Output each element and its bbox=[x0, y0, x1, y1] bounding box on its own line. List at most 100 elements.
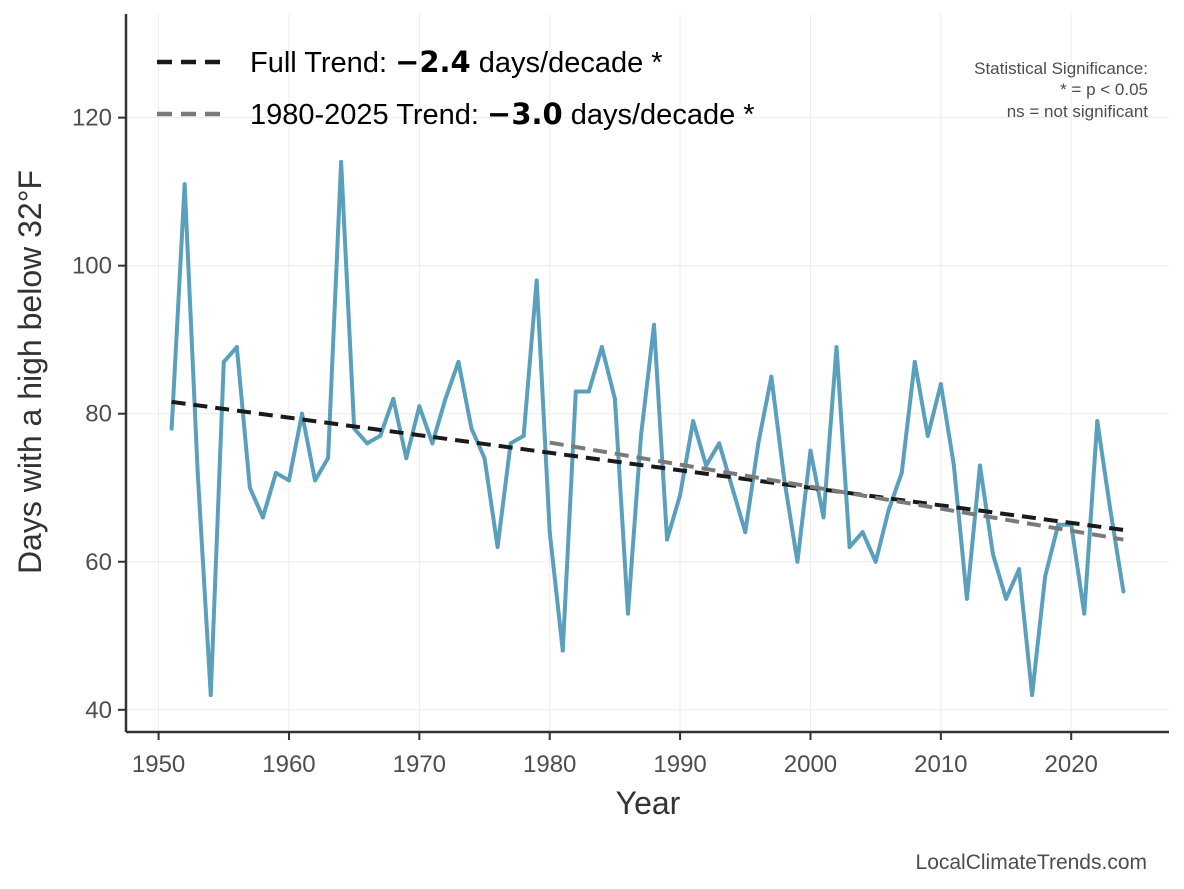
trend-lines bbox=[171, 399, 1124, 542]
data-point bbox=[247, 485, 252, 490]
data-point bbox=[573, 389, 578, 394]
data-point bbox=[326, 456, 331, 461]
legend-prefix: 1980-2025 Trend: bbox=[250, 99, 487, 131]
data-point bbox=[208, 692, 213, 697]
y-axis-title: Days with a high below 32°F bbox=[12, 170, 48, 574]
data-point bbox=[652, 322, 657, 327]
data-point bbox=[286, 478, 291, 483]
data-point bbox=[260, 515, 265, 520]
data-point bbox=[990, 552, 995, 557]
y-tick-label: 60 bbox=[85, 549, 112, 576]
data-point bbox=[599, 345, 604, 350]
data-point bbox=[482, 456, 487, 461]
data-point bbox=[234, 345, 239, 350]
data-point bbox=[534, 278, 539, 283]
data-point bbox=[638, 433, 643, 438]
data-point bbox=[938, 382, 943, 387]
significance-title: Statistical Significance: bbox=[974, 59, 1148, 78]
legend-suffix: days/decade * bbox=[563, 99, 755, 131]
series-line bbox=[169, 160, 1126, 697]
data-point bbox=[391, 396, 396, 401]
data-point bbox=[313, 478, 318, 483]
recent-trend-line bbox=[549, 440, 1124, 542]
data-point bbox=[430, 441, 435, 446]
data-point bbox=[443, 396, 448, 401]
data-point bbox=[508, 441, 513, 446]
data-point bbox=[808, 448, 813, 453]
data-point bbox=[769, 374, 774, 379]
data-point bbox=[521, 433, 526, 438]
x-tick-label: 1990 bbox=[653, 751, 706, 778]
y-tick-label: 120 bbox=[72, 105, 112, 132]
data-point bbox=[182, 182, 187, 187]
data-point bbox=[195, 470, 200, 475]
data-point bbox=[1056, 522, 1061, 527]
x-ticks: 1950 1960 1970 1980 1990 2000 2010 2020 bbox=[132, 732, 1098, 778]
data-point bbox=[404, 456, 409, 461]
data-point bbox=[456, 359, 461, 364]
axes bbox=[124, 14, 1169, 734]
legend-label-full-trend: Full Trend: −2.4 days/decade * bbox=[250, 45, 663, 79]
series-points bbox=[169, 160, 1126, 697]
significance-note: Statistical Significance: * = p < 0.05 n… bbox=[974, 59, 1148, 121]
x-tick-label: 1960 bbox=[262, 751, 315, 778]
legend-value: −2.4 bbox=[395, 45, 471, 79]
data-point bbox=[717, 441, 722, 446]
x-tick-label: 2000 bbox=[784, 751, 837, 778]
full-trend-line bbox=[171, 399, 1124, 532]
data-point bbox=[678, 493, 683, 498]
data-point bbox=[378, 433, 383, 438]
y-tick-label: 80 bbox=[85, 401, 112, 428]
data-point bbox=[1121, 589, 1126, 594]
data-point bbox=[847, 544, 852, 549]
data-point bbox=[221, 359, 226, 364]
data-point bbox=[339, 160, 344, 165]
data-point bbox=[169, 426, 174, 431]
y-tick-label: 100 bbox=[72, 253, 112, 280]
legend-prefix: Full Trend: bbox=[250, 47, 395, 79]
data-point bbox=[1095, 419, 1100, 424]
data-point bbox=[1017, 567, 1022, 572]
credit-text: LocalClimateTrends.com bbox=[916, 851, 1147, 874]
data-point bbox=[1082, 611, 1087, 616]
data-point bbox=[912, 359, 917, 364]
data-point bbox=[873, 559, 878, 564]
data-point bbox=[1043, 574, 1048, 579]
data-point bbox=[834, 345, 839, 350]
data-point bbox=[886, 507, 891, 512]
data-point bbox=[743, 530, 748, 535]
data-point bbox=[977, 463, 982, 468]
data-point bbox=[469, 426, 474, 431]
data-point bbox=[625, 611, 630, 616]
x-tick-label: 1980 bbox=[523, 751, 576, 778]
grid bbox=[126, 14, 1169, 732]
data-point bbox=[300, 411, 305, 416]
data-point bbox=[964, 596, 969, 601]
x-tick-label: 1950 bbox=[132, 751, 185, 778]
data-point bbox=[1108, 507, 1113, 512]
legend-label-1980-trend: 1980-2025 Trend: −3.0 days/decade * bbox=[250, 97, 755, 131]
data-point bbox=[782, 478, 787, 483]
data-point bbox=[795, 559, 800, 564]
x-axis-title: Year bbox=[616, 785, 681, 821]
significance-line-1: * = p < 0.05 bbox=[1060, 80, 1148, 99]
data-point bbox=[899, 470, 904, 475]
data-point bbox=[756, 441, 761, 446]
data-point bbox=[612, 396, 617, 401]
data-point bbox=[704, 463, 709, 468]
x-tick-label: 2010 bbox=[914, 751, 967, 778]
data-point bbox=[1030, 692, 1035, 697]
data-point bbox=[925, 433, 930, 438]
data-point bbox=[1004, 596, 1009, 601]
legend-value: −3.0 bbox=[487, 97, 563, 131]
data-point bbox=[273, 470, 278, 475]
data-point bbox=[547, 530, 552, 535]
data-point bbox=[860, 530, 865, 535]
data-point bbox=[691, 419, 696, 424]
y-tick-label: 40 bbox=[85, 697, 112, 724]
data-point bbox=[560, 648, 565, 653]
x-tick-label: 1970 bbox=[393, 751, 446, 778]
x-tick-label: 2020 bbox=[1045, 751, 1098, 778]
data-point bbox=[730, 485, 735, 490]
